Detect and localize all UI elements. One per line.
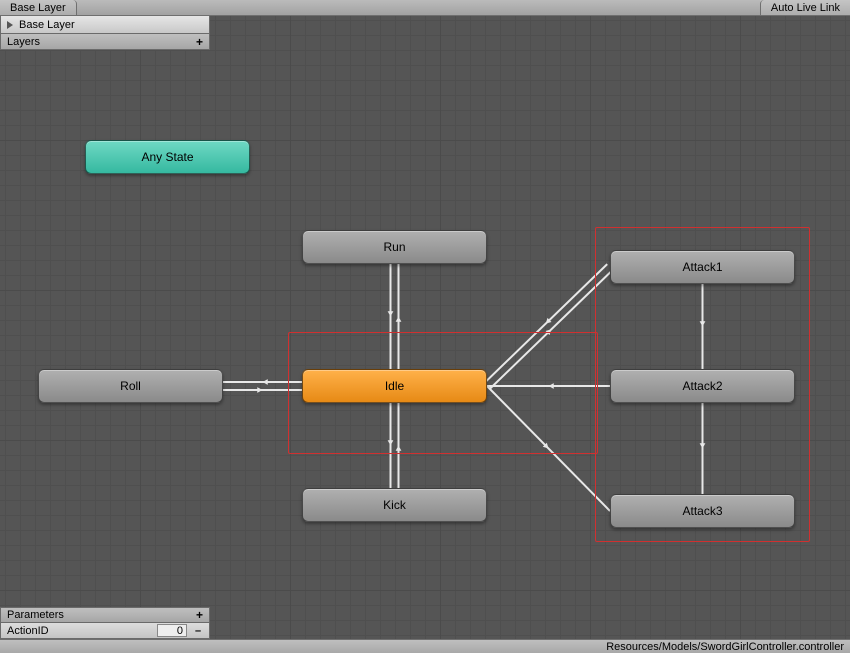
remove-parameter-button[interactable]: –	[191, 625, 205, 637]
parameters-label: Parameters	[7, 609, 64, 621]
breadcrumb[interactable]: Base Layer	[0, 16, 210, 34]
tab-label: Base Layer	[10, 2, 66, 14]
tab-spacer	[77, 0, 760, 15]
state-attack3[interactable]: Attack3	[610, 494, 795, 528]
tab-base-layer[interactable]: Base Layer	[0, 0, 77, 15]
state-label: Run	[383, 240, 405, 254]
button-label: Auto Live Link	[771, 2, 840, 14]
breadcrumb-arrow-icon	[7, 21, 13, 29]
state-attack2[interactable]: Attack2	[610, 369, 795, 403]
parameters-panel-header[interactable]: Parameters +	[0, 607, 210, 623]
state-run[interactable]: Run	[302, 230, 487, 264]
state-label: Roll	[120, 379, 141, 393]
state-attack1[interactable]: Attack1	[610, 250, 795, 284]
state-any-state[interactable]: Any State	[85, 140, 250, 174]
state-kick[interactable]: Kick	[302, 488, 487, 522]
tab-row: Base Layer Auto Live Link	[0, 0, 850, 16]
auto-live-link-button[interactable]: Auto Live Link	[760, 0, 850, 15]
state-roll[interactable]: Roll	[38, 369, 223, 403]
animator-canvas[interactable]	[0, 0, 850, 653]
layers-label: Layers	[7, 36, 40, 48]
state-idle[interactable]: Idle	[302, 369, 487, 403]
parameter-row[interactable]: ActionID 0 –	[0, 623, 210, 639]
add-parameter-button[interactable]: +	[196, 608, 203, 622]
state-label: Any State	[141, 150, 193, 164]
state-label: Idle	[385, 379, 404, 393]
state-label: Attack3	[682, 504, 722, 518]
state-label: Attack2	[682, 379, 722, 393]
layers-panel-header[interactable]: Layers +	[0, 34, 210, 50]
parameter-name: ActionID	[5, 625, 153, 637]
add-layer-button[interactable]: +	[196, 35, 203, 49]
state-label: Attack1	[682, 260, 722, 274]
breadcrumb-label: Base Layer	[19, 19, 75, 31]
state-label: Kick	[383, 498, 406, 512]
parameter-value-field[interactable]: 0	[157, 624, 187, 637]
status-path: Resources/Models/SwordGirlController.con…	[606, 641, 844, 653]
status-bar: Resources/Models/SwordGirlController.con…	[0, 639, 850, 653]
